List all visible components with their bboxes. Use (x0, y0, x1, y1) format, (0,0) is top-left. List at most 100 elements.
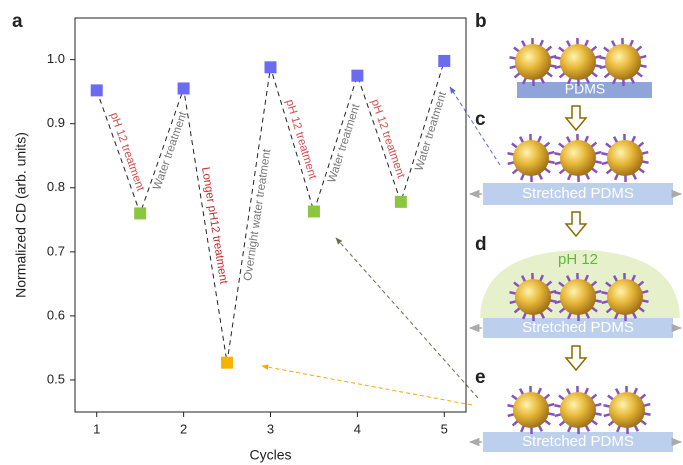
ligand (539, 425, 542, 431)
ligand (585, 136, 588, 142)
ligand (609, 421, 614, 425)
ligand (641, 420, 647, 424)
nanoparticle (601, 134, 648, 182)
ligand (560, 73, 565, 77)
ligand (607, 169, 612, 173)
particle-core (605, 44, 641, 80)
ligand (554, 153, 561, 154)
ligand (514, 47, 520, 51)
ligand (591, 395, 596, 399)
ligand (548, 161, 555, 162)
ligand (586, 173, 589, 179)
particle-core (515, 44, 551, 80)
ligand (640, 395, 645, 399)
ligand (617, 425, 620, 431)
ligand (540, 40, 543, 46)
ligand (544, 143, 549, 147)
nanoparticle (599, 38, 646, 86)
plot-frame (75, 18, 466, 412)
nanoparticle (507, 386, 554, 434)
substrate-label: Stretched PDMS (522, 185, 634, 202)
marker (91, 84, 103, 96)
ligand (602, 301, 609, 303)
ligand (559, 143, 565, 147)
page: {"chart_data": {"type": "scatter", "y_la… (0, 0, 683, 465)
ligand (595, 161, 602, 162)
ligand (513, 169, 518, 173)
ligand (512, 143, 518, 147)
ligand (507, 153, 514, 154)
ligand (567, 137, 570, 143)
ligand (509, 57, 516, 58)
y-tick-label: 0.8 (47, 179, 65, 194)
ligand (521, 425, 524, 431)
ligand (637, 72, 643, 76)
ligand (555, 414, 562, 416)
ligand (555, 66, 562, 68)
annotation: pH 12 treatment (108, 111, 147, 194)
annotation: Water treatment (151, 109, 190, 191)
nanoparticle (509, 38, 556, 86)
ligand (567, 41, 570, 47)
ligand (641, 152, 648, 154)
ligand (509, 292, 516, 293)
ligand (585, 40, 588, 46)
figure: a b c d e pH 12 PDMS Stretched PDMS Stre… (0, 0, 683, 465)
particle-core (513, 140, 549, 176)
ligand (635, 425, 638, 431)
x-tick-label: 4 (354, 421, 361, 436)
ligand (599, 57, 606, 58)
ligand (592, 420, 598, 424)
nanoparticle (507, 134, 554, 182)
marker (134, 207, 146, 219)
ligand (604, 47, 610, 51)
annotation: Water treatment (326, 102, 363, 185)
ligand (560, 169, 565, 173)
ligand (642, 300, 649, 301)
ligand (616, 389, 619, 395)
ligand (594, 152, 601, 154)
substrate-label: Stretched PDMS (522, 433, 634, 450)
ligand (638, 143, 643, 147)
particle-core (607, 140, 643, 176)
ligand (603, 405, 610, 406)
particle-core (560, 44, 596, 80)
x-tick-label: 3 (267, 421, 274, 436)
nanoparticle (554, 38, 601, 86)
ligand (612, 41, 615, 47)
ligand (554, 57, 561, 58)
marker (351, 70, 363, 82)
y-axis-title: Normalized CD (arb. units) (13, 132, 29, 298)
ligand (568, 425, 571, 431)
ligand (554, 405, 561, 406)
marker (265, 61, 277, 73)
x-tick-label: 2 (180, 421, 187, 436)
ligand (600, 66, 607, 68)
marker (438, 55, 450, 67)
ligand (568, 173, 571, 179)
ligand (515, 73, 520, 77)
particle-core (560, 392, 596, 428)
ligand (522, 41, 525, 47)
ligand (510, 301, 517, 303)
x-tick-label: 5 (441, 421, 448, 436)
panel-label: d (475, 234, 487, 255)
ligand (507, 405, 514, 406)
ligand (601, 153, 608, 154)
ligand (605, 73, 610, 77)
substrate-label: Stretched PDMS (522, 319, 634, 336)
ligand (548, 413, 555, 414)
annotation: Longer pH12 treatment (199, 166, 229, 285)
panel-label: b (475, 11, 487, 32)
ligand (594, 291, 601, 293)
marker (178, 82, 190, 94)
panel-label: c (475, 109, 486, 130)
ligand (508, 414, 515, 416)
connector-line (97, 61, 445, 363)
ligand (510, 66, 517, 68)
ligand (547, 152, 554, 154)
y-tick-label: 0.7 (47, 243, 65, 258)
ligand (508, 162, 515, 164)
ligand (555, 301, 562, 303)
ligand (595, 413, 602, 414)
